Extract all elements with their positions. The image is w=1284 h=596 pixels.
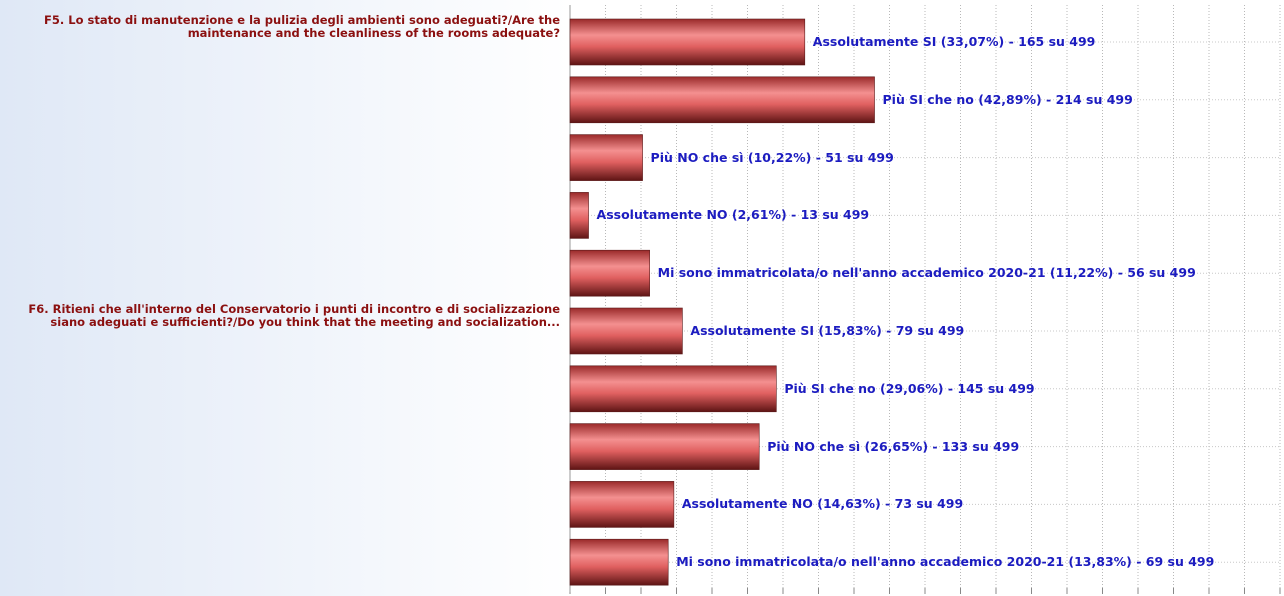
bar bbox=[569, 76, 875, 124]
value-label: Più SI che no (42,89%) - 214 su 499 bbox=[882, 91, 1133, 107]
bar bbox=[569, 18, 806, 66]
value-label: Più SI che no (29,06%) - 145 su 499 bbox=[784, 380, 1035, 396]
category-label: F5. Lo stato di manutenzione e la pulizi… bbox=[44, 13, 560, 40]
bar bbox=[569, 538, 669, 586]
value-label: Assolutamente NO (14,63%) - 73 su 499 bbox=[681, 496, 964, 512]
category-label: F6. Ritieni che all'interno del Conserva… bbox=[28, 302, 560, 329]
bar bbox=[569, 481, 675, 528]
bar bbox=[569, 134, 643, 181]
bar bbox=[569, 423, 760, 470]
bar bbox=[569, 365, 777, 413]
label-background bbox=[0, 0, 570, 596]
value-label: Assolutamente NO (2,61%) - 13 su 499 bbox=[596, 207, 870, 223]
bar bbox=[569, 307, 683, 355]
bar bbox=[569, 192, 589, 239]
bar bbox=[569, 249, 650, 297]
value-label: Assolutamente SI (15,83%) - 79 su 499 bbox=[690, 323, 965, 338]
value-label: Più NO che sì (26,65%) - 133 su 499 bbox=[767, 438, 1020, 454]
value-label: Più NO che sì (10,22%) - 51 su 499 bbox=[650, 149, 894, 165]
value-label: Mi sono immatricolata/o nell'anno accade… bbox=[676, 554, 1215, 570]
value-label: Assolutamente SI (33,07%) - 165 su 499 bbox=[812, 34, 1096, 49]
value-label: Mi sono immatricolata/o nell'anno accade… bbox=[657, 265, 1196, 281]
